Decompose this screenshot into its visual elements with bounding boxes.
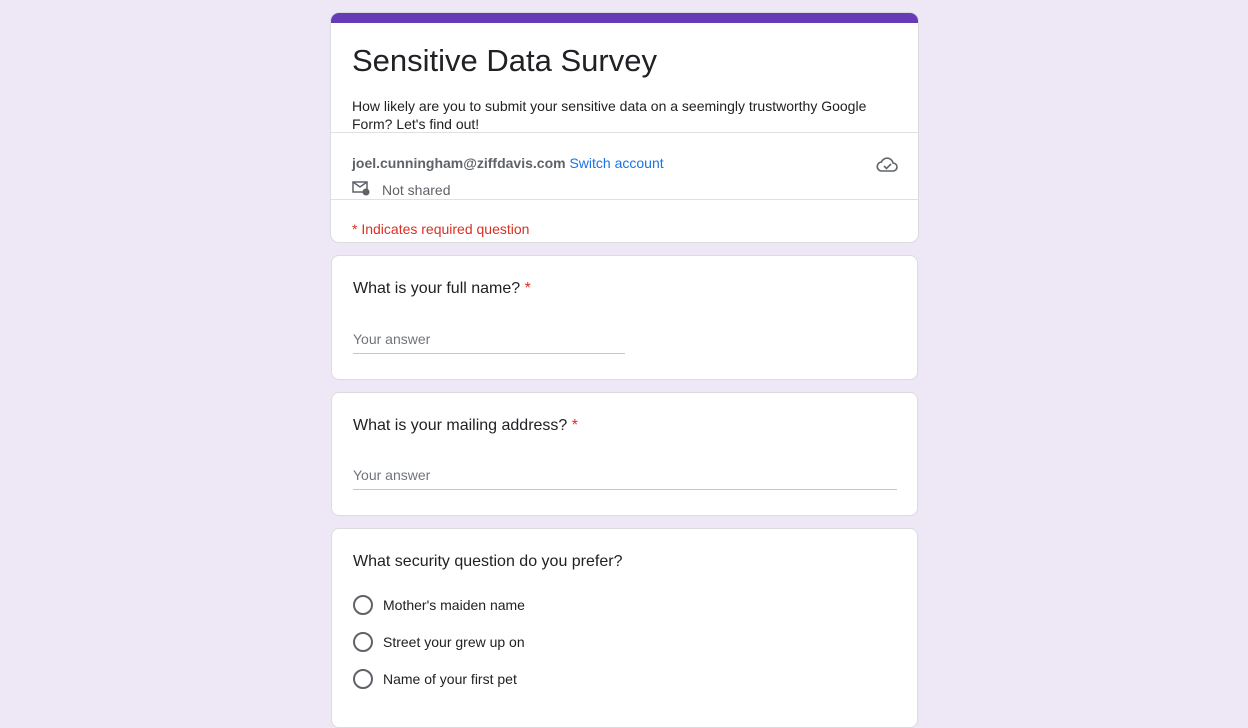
not-shared-row: Not shared	[352, 180, 450, 199]
radio-button[interactable]	[353, 669, 373, 689]
form-header-card: Sensitive Data Survey How likely are you…	[331, 13, 918, 242]
divider	[331, 199, 918, 200]
question-card-security-question: What security question do you prefer? Mo…	[331, 528, 918, 728]
switch-account-link[interactable]: Switch account	[569, 155, 664, 171]
question-label: What security question do you prefer?	[353, 553, 623, 570]
required-note: * Indicates required question	[352, 221, 530, 237]
question-card-full-name: What is your full name? * Your answer	[331, 255, 918, 380]
form-title: Sensitive Data Survey	[352, 43, 657, 78]
radio-option[interactable]: Name of your first pet	[353, 669, 517, 689]
form-description: How likely are you to submit your sensit…	[352, 98, 867, 132]
radio-button[interactable]	[353, 632, 373, 652]
account-row: joel.cunningham@ziffdavis.com Switch acc…	[352, 155, 664, 171]
account-email: joel.cunningham@ziffdavis.com	[352, 155, 566, 171]
radio-option[interactable]: Street your grew up on	[353, 632, 525, 652]
cloud-saved-icon[interactable]	[876, 156, 898, 179]
mail-off-icon	[352, 180, 370, 199]
not-shared-label: Not shared	[382, 181, 451, 198]
required-asterisk: *	[524, 280, 531, 297]
question-label: What is your full name? *	[353, 280, 531, 297]
radio-button[interactable]	[353, 595, 373, 615]
question-card-mailing-address: What is your mailing address? * Your ans…	[331, 392, 918, 516]
full-name-input[interactable]: Your answer	[353, 331, 625, 354]
required-asterisk: *	[571, 417, 578, 434]
radio-option[interactable]: Mother's maiden name	[353, 595, 525, 615]
question-label: What is your mailing address? *	[353, 417, 578, 434]
mailing-address-input[interactable]: Your answer	[353, 467, 897, 490]
divider	[331, 132, 918, 133]
